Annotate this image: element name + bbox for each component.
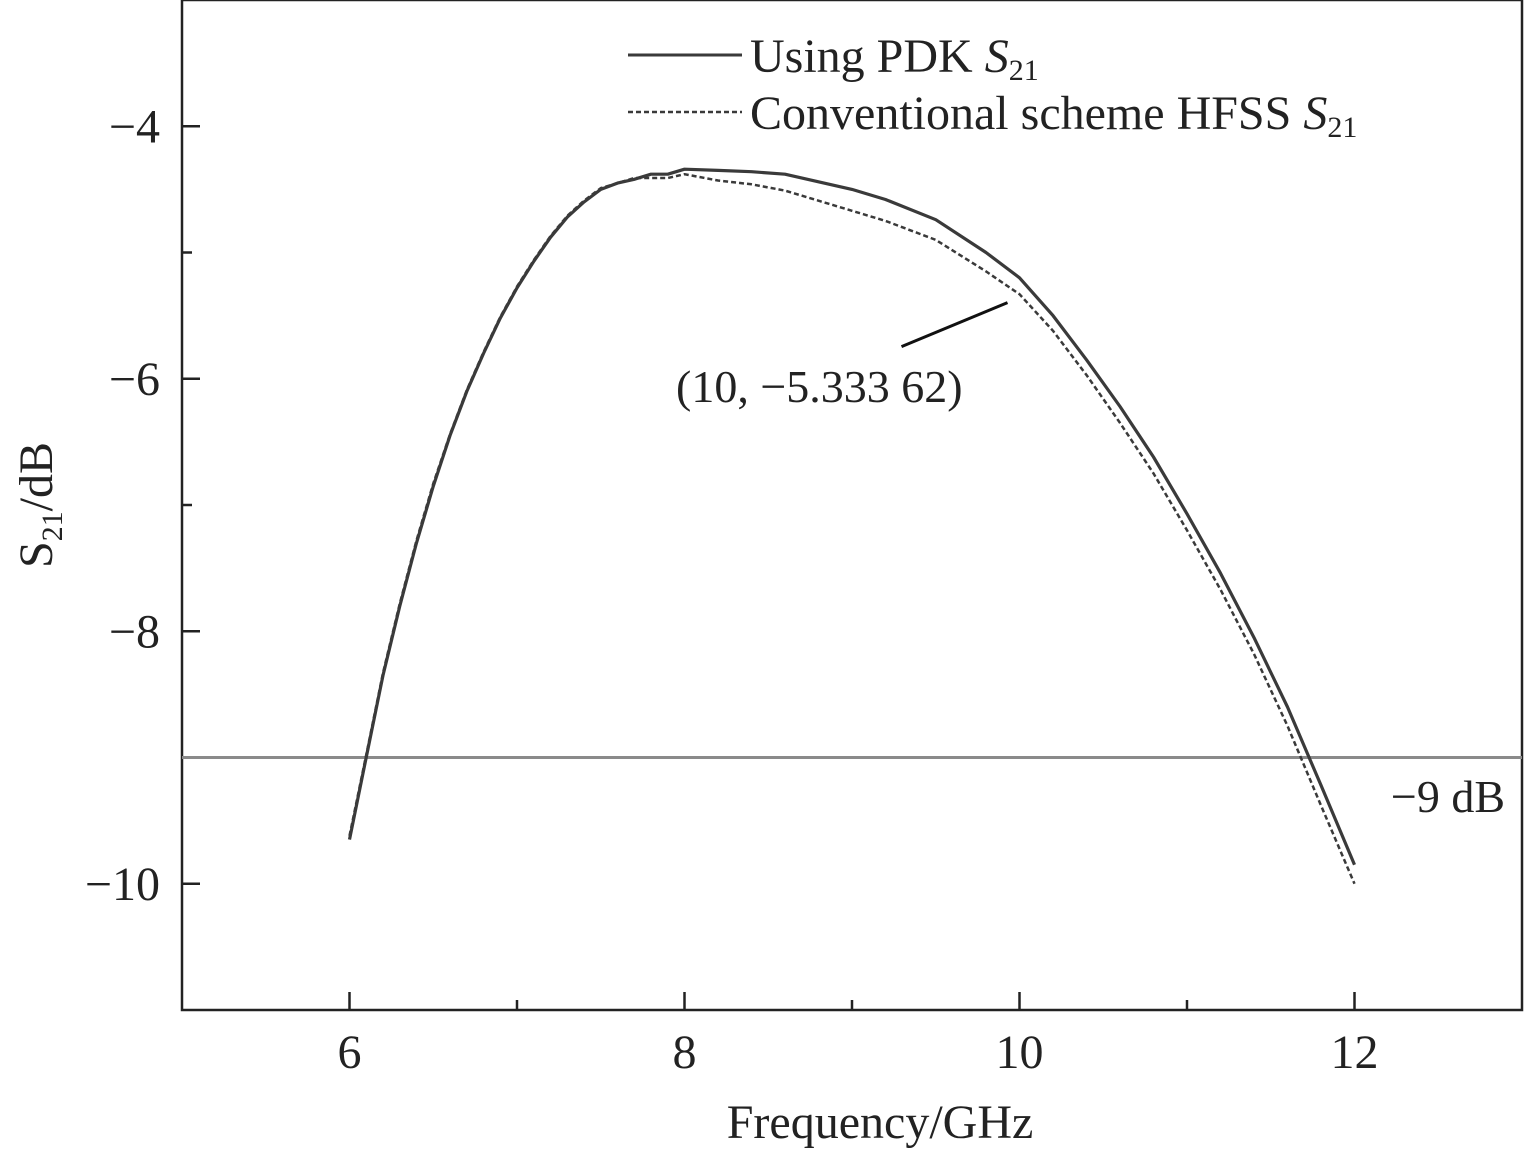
x-tick-label: 8 bbox=[673, 1026, 697, 1079]
y-axis-label-base: S bbox=[10, 541, 63, 568]
y-tick-label: −6 bbox=[109, 353, 160, 406]
x-axis-ticks: 6 8 10 12 bbox=[338, 992, 1379, 1079]
x-tick-label: 12 bbox=[1331, 1026, 1379, 1079]
y-axis-ticks: −4 −6 −8 −10 bbox=[85, 100, 200, 911]
y-tick-label: −8 bbox=[109, 605, 160, 658]
threshold-label: −9 dB bbox=[1391, 771, 1505, 822]
y-axis-label-sub: 21 bbox=[36, 511, 69, 541]
series-line-hfss bbox=[348, 172, 1356, 885]
legend-entry-1: Using PDK S21 bbox=[750, 30, 1039, 87]
legend-entry-2-italic: S bbox=[1303, 87, 1327, 140]
plot-frame bbox=[180, 0, 1524, 1012]
series-group bbox=[347, 167, 1356, 885]
legend: Using PDK S21 Conventional scheme HFSS S… bbox=[628, 30, 1357, 144]
annotation-label: (10, −5.333 62) bbox=[676, 361, 963, 412]
legend-entry-2: Conventional scheme HFSS S21 bbox=[750, 87, 1357, 144]
y-axis-label-rest: /dB bbox=[10, 442, 63, 511]
legend-entry-1-italic: S bbox=[985, 30, 1009, 83]
legend-entry-1-text: Using PDK bbox=[750, 30, 985, 83]
series-line-pdk bbox=[347, 167, 1356, 866]
legend-entry-1-sub: 21 bbox=[1009, 54, 1039, 87]
x-axis-label: Frequency/GHz bbox=[727, 1096, 1034, 1149]
x-tick-label: 10 bbox=[996, 1026, 1044, 1079]
y-tick-label: −4 bbox=[109, 100, 160, 153]
legend-entry-2-text: Conventional scheme HFSS bbox=[750, 87, 1303, 140]
legend-entry-2-sub: 21 bbox=[1327, 111, 1357, 144]
annotation-leader-line bbox=[900, 301, 1009, 349]
y-tick-label: −10 bbox=[85, 858, 160, 911]
x-tick-label: 6 bbox=[338, 1026, 362, 1079]
y-axis-label: S21/dB bbox=[10, 442, 69, 568]
